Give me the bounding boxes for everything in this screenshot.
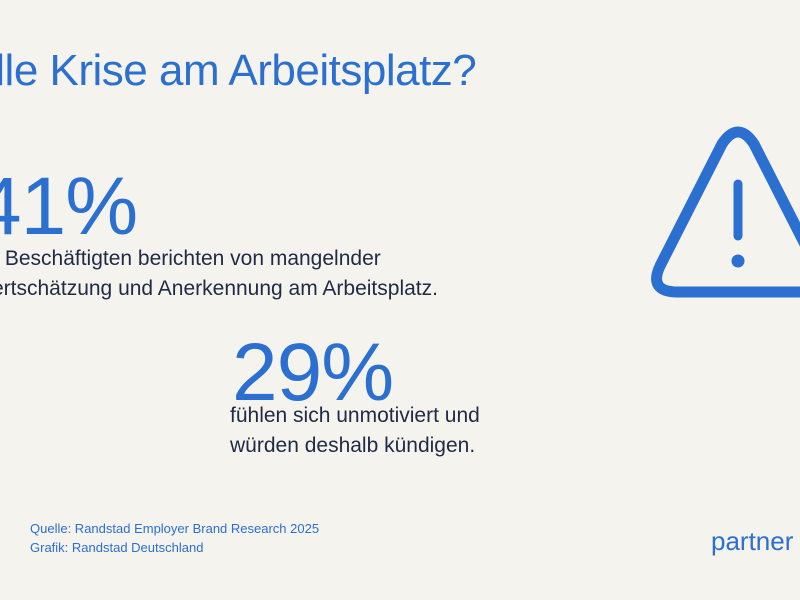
source-line: Quelle: Randstad Employer Brand Research… xyxy=(30,521,320,536)
stat-value-41: 41% xyxy=(0,161,138,252)
stat-description-29: fühlen sich unmotiviert und würden desha… xyxy=(230,401,480,461)
stat-description-line: fühlen sich unmotiviert und xyxy=(230,404,480,427)
warning-triangle-icon xyxy=(651,126,800,298)
page-title: ille Krise am Arbeitsplatz? xyxy=(0,46,477,95)
stat-description-line: würden deshalb kündigen. xyxy=(230,434,476,457)
stat-description-line: r Beschäftigten berichten von mangelnder xyxy=(0,247,381,270)
stat-value-29: 29% xyxy=(232,327,394,418)
source-note: Quelle: Randstad Employer Brand Research… xyxy=(30,519,319,557)
stat-description-41: r Beschäftigten berichten von mangelnder… xyxy=(0,244,438,304)
brand-logo-text: partner xyxy=(711,526,794,556)
stat-description-line: ertschätzung und Anerkennung am Arbeitsp… xyxy=(0,277,438,300)
credit-line: Grafik: Randstad Deutschland xyxy=(30,540,204,555)
